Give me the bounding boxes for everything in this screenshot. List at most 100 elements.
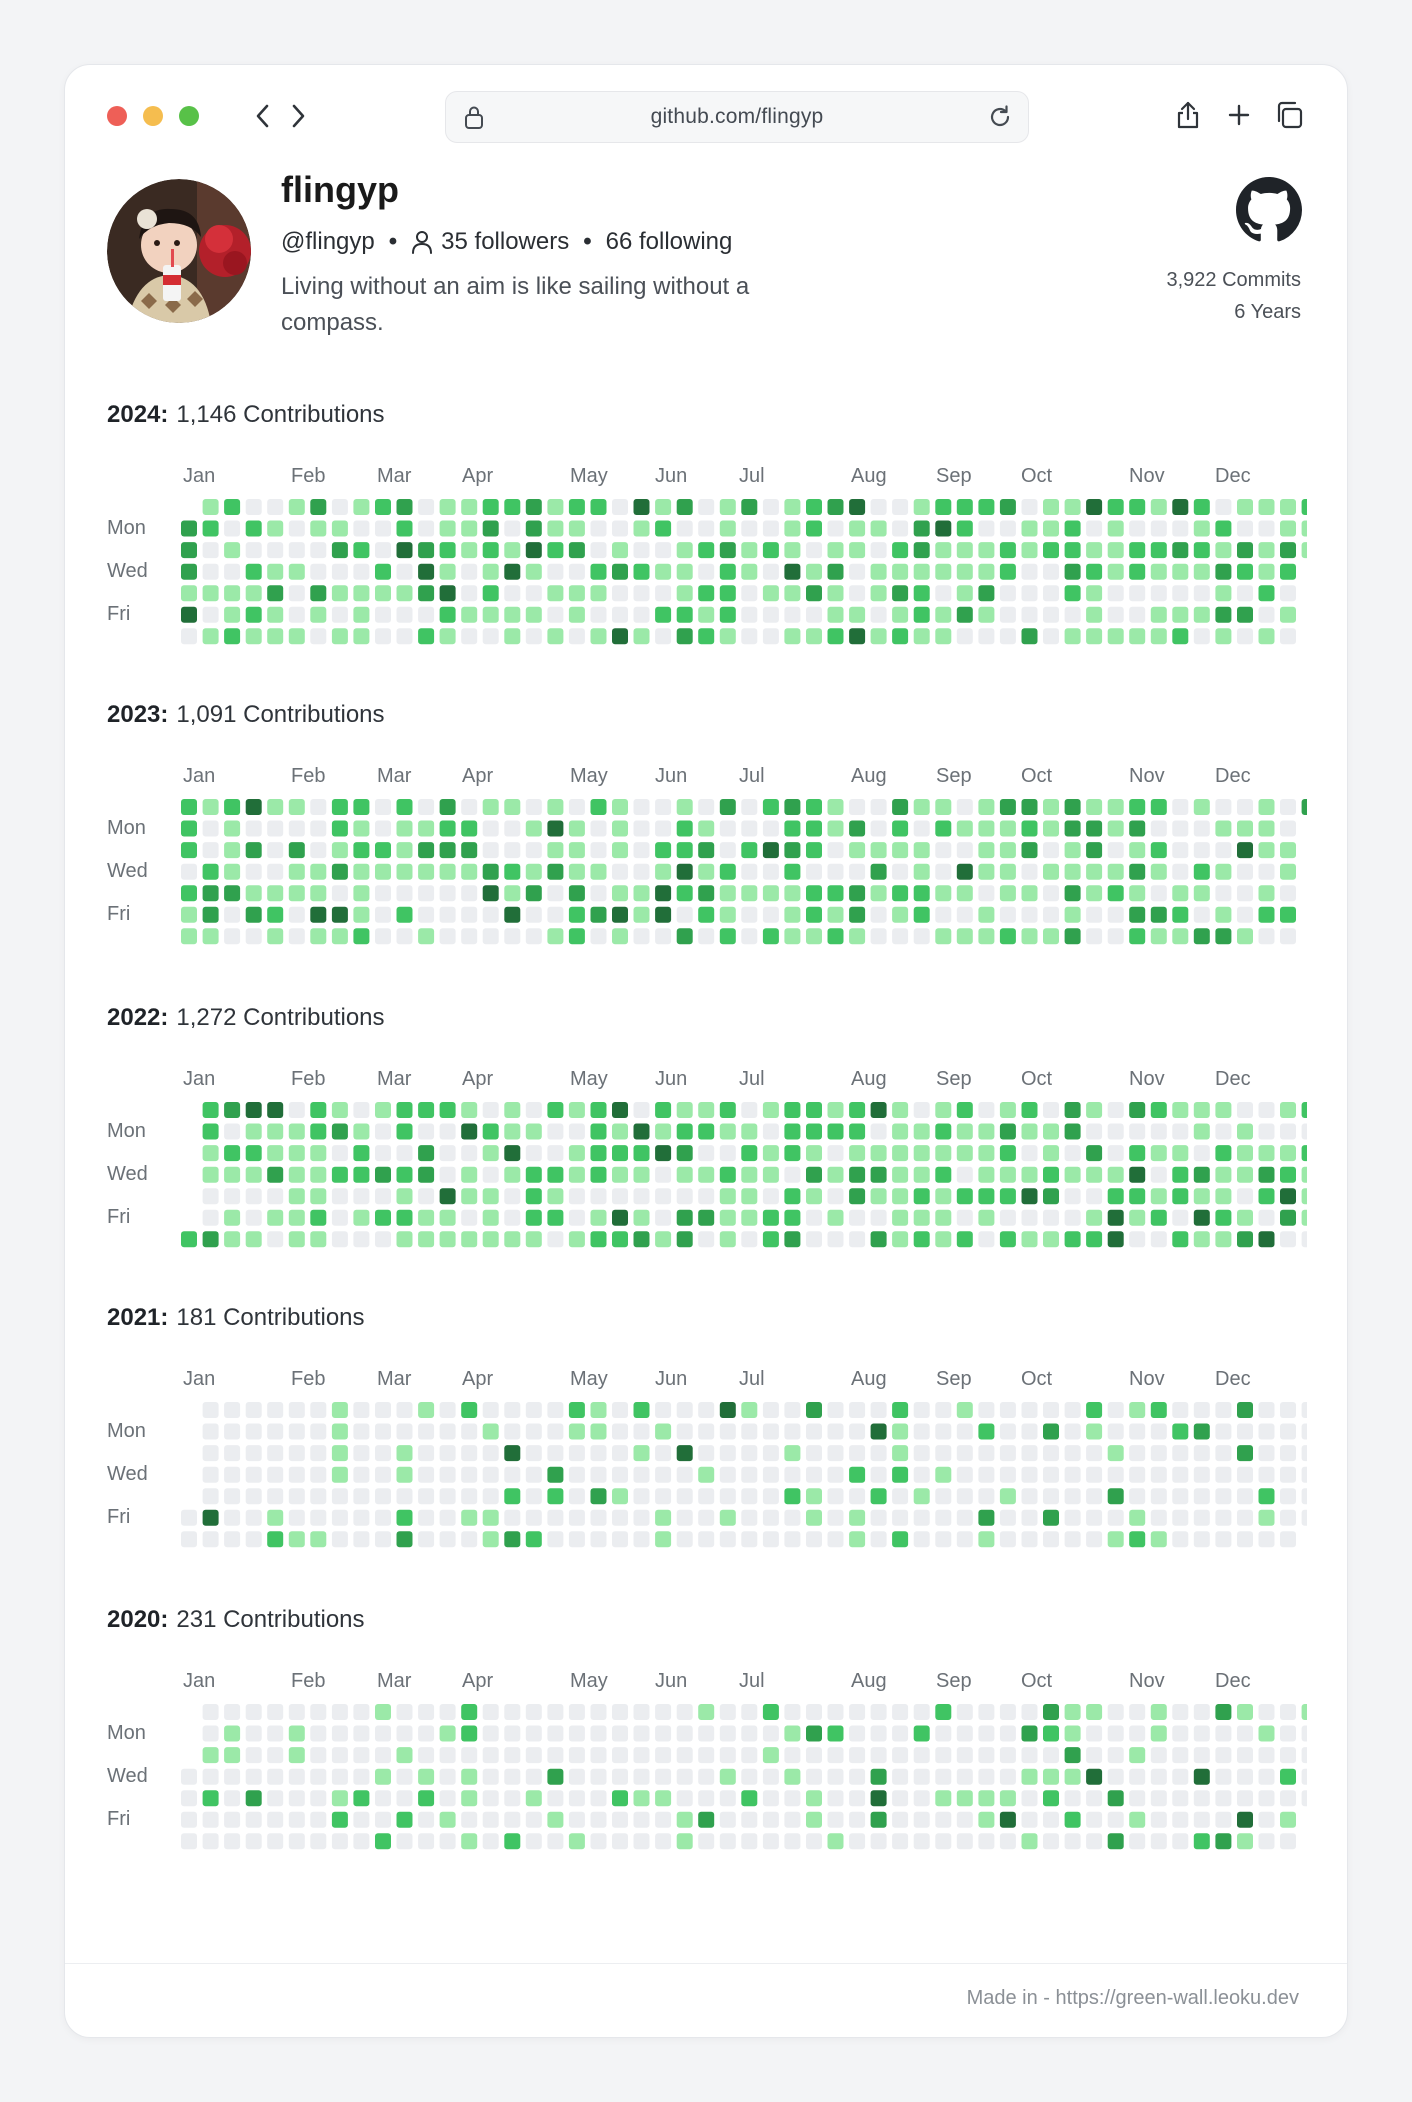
- contribution-day-cell[interactable]: [1043, 606, 1059, 623]
- contribution-day-cell[interactable]: [633, 563, 650, 580]
- contribution-day-cell[interactable]: [568, 820, 585, 837]
- contribution-day-cell[interactable]: [612, 885, 628, 902]
- contribution-day-cell[interactable]: [827, 820, 844, 837]
- contribution-day-cell[interactable]: [1107, 606, 1124, 623]
- contribution-day-cell[interactable]: [762, 628, 779, 645]
- contribution-day-cell[interactable]: [1086, 1811, 1103, 1828]
- contribution-day-cell[interactable]: [1064, 842, 1081, 859]
- contribution-day-cell[interactable]: [418, 542, 435, 559]
- contribution-day-cell[interactable]: [655, 1509, 672, 1526]
- contribution-day-cell[interactable]: [1215, 1704, 1232, 1720]
- contribution-day-cell[interactable]: [1043, 563, 1059, 580]
- contribution-day-cell[interactable]: [1258, 1423, 1275, 1440]
- contribution-day-cell[interactable]: [568, 1747, 585, 1764]
- contribution-day-cell[interactable]: [719, 885, 736, 902]
- contribution-day-cell[interactable]: [461, 1790, 478, 1807]
- contribution-day-cell[interactable]: [1172, 1509, 1189, 1526]
- contribution-day-cell[interactable]: [1021, 1488, 1038, 1505]
- contribution-day-cell[interactable]: [396, 606, 413, 623]
- contribution-day-cell[interactable]: [1129, 563, 1146, 580]
- contribution-day-cell[interactable]: [892, 1166, 909, 1183]
- contribution-day-cell[interactable]: [461, 1402, 478, 1418]
- contribution-day-cell[interactable]: [224, 842, 241, 859]
- contribution-day-cell[interactable]: [719, 1445, 736, 1462]
- contribution-day-cell[interactable]: [418, 606, 435, 623]
- contribution-day-cell[interactable]: [1172, 1488, 1189, 1505]
- contribution-day-cell[interactable]: [1258, 563, 1275, 580]
- contribution-day-cell[interactable]: [741, 563, 758, 580]
- contribution-day-cell[interactable]: [1193, 863, 1210, 880]
- contribution-day-cell[interactable]: [1043, 1145, 1059, 1162]
- contribution-day-cell[interactable]: [1237, 1445, 1253, 1462]
- contribution-day-cell[interactable]: [978, 1833, 995, 1850]
- contribution-day-cell[interactable]: [1064, 1466, 1081, 1483]
- contribution-day-cell[interactable]: [331, 1445, 348, 1462]
- contribution-day-cell[interactable]: [202, 1466, 219, 1483]
- contribution-day-cell[interactable]: [331, 885, 348, 902]
- contribution-day-cell[interactable]: [1193, 1833, 1210, 1850]
- contribution-day-cell[interactable]: [310, 1488, 327, 1505]
- contribution-day-cell[interactable]: [1301, 542, 1307, 559]
- contribution-day-cell[interactable]: [482, 520, 499, 537]
- contribution-day-cell[interactable]: [396, 1488, 413, 1505]
- contribution-day-cell[interactable]: [547, 563, 564, 580]
- contribution-day-cell[interactable]: [1021, 820, 1038, 837]
- contribution-day-cell[interactable]: [375, 1725, 391, 1742]
- contribution-day-cell[interactable]: [568, 1102, 585, 1118]
- contribution-day-cell[interactable]: [1129, 799, 1146, 815]
- contribution-day-cell[interactable]: [504, 1188, 521, 1205]
- contribution-day-cell[interactable]: [181, 1531, 197, 1548]
- contribution-day-cell[interactable]: [655, 1123, 672, 1140]
- contribution-day-cell[interactable]: [913, 1833, 930, 1850]
- contribution-day-cell[interactable]: [1086, 1704, 1103, 1720]
- contribution-day-cell[interactable]: [245, 863, 262, 880]
- contribution-day-cell[interactable]: [719, 1123, 736, 1140]
- contribution-day-cell[interactable]: [331, 1102, 348, 1118]
- contribution-day-cell[interactable]: [719, 820, 736, 837]
- contribution-day-cell[interactable]: [1237, 799, 1253, 815]
- contribution-day-cell[interactable]: [719, 1231, 736, 1248]
- contribution-day-cell[interactable]: [267, 1102, 284, 1118]
- contribution-day-cell[interactable]: [461, 1466, 478, 1483]
- contribution-day-cell[interactable]: [590, 842, 607, 859]
- contribution-day-cell[interactable]: [978, 820, 995, 837]
- contribution-day-cell[interactable]: [784, 1209, 801, 1226]
- contribution-day-cell[interactable]: [267, 1488, 284, 1505]
- contribution-day-cell[interactable]: [1172, 1790, 1189, 1807]
- contribution-day-cell[interactable]: [892, 1488, 909, 1505]
- contribution-day-cell[interactable]: [719, 606, 736, 623]
- contribution-day-cell[interactable]: [1129, 1423, 1146, 1440]
- contribution-day-cell[interactable]: [762, 1488, 779, 1505]
- contribution-day-cell[interactable]: [504, 585, 521, 602]
- contribution-day-cell[interactable]: [870, 1123, 887, 1140]
- contribution-day-cell[interactable]: [956, 863, 973, 880]
- contribution-day-cell[interactable]: [633, 1531, 650, 1548]
- contribution-day-cell[interactable]: [719, 1209, 736, 1226]
- contribution-day-cell[interactable]: [956, 1488, 973, 1505]
- contribution-day-cell[interactable]: [547, 628, 564, 645]
- contribution-day-cell[interactable]: [181, 1231, 197, 1248]
- contribution-day-cell[interactable]: [1172, 1747, 1189, 1764]
- contribution-day-cell[interactable]: [418, 820, 435, 837]
- contribution-day-cell[interactable]: [913, 1445, 930, 1462]
- contribution-day-cell[interactable]: [331, 1488, 348, 1505]
- contribution-day-cell[interactable]: [741, 906, 758, 923]
- contribution-day-cell[interactable]: [590, 628, 607, 645]
- contribution-day-cell[interactable]: [331, 628, 348, 645]
- contribution-day-cell[interactable]: [762, 1811, 779, 1828]
- contribution-day-cell[interactable]: [1237, 842, 1253, 859]
- contribution-day-cell[interactable]: [1107, 1123, 1124, 1140]
- contribution-day-cell[interactable]: [1129, 628, 1146, 645]
- contribution-day-cell[interactable]: [784, 1231, 801, 1248]
- contribution-day-cell[interactable]: [375, 1188, 391, 1205]
- contribution-day-cell[interactable]: [439, 1704, 456, 1720]
- contribution-day-cell[interactable]: [612, 1402, 628, 1418]
- contribution-day-cell[interactable]: [870, 906, 887, 923]
- contribution-day-cell[interactable]: [568, 1231, 585, 1248]
- contribution-day-cell[interactable]: [1021, 842, 1038, 859]
- contribution-day-cell[interactable]: [913, 585, 930, 602]
- contribution-day-cell[interactable]: [1064, 1402, 1081, 1418]
- contribution-day-cell[interactable]: [1215, 1488, 1232, 1505]
- contribution-day-cell[interactable]: [1129, 1531, 1146, 1548]
- contribution-day-cell[interactable]: [655, 1790, 672, 1807]
